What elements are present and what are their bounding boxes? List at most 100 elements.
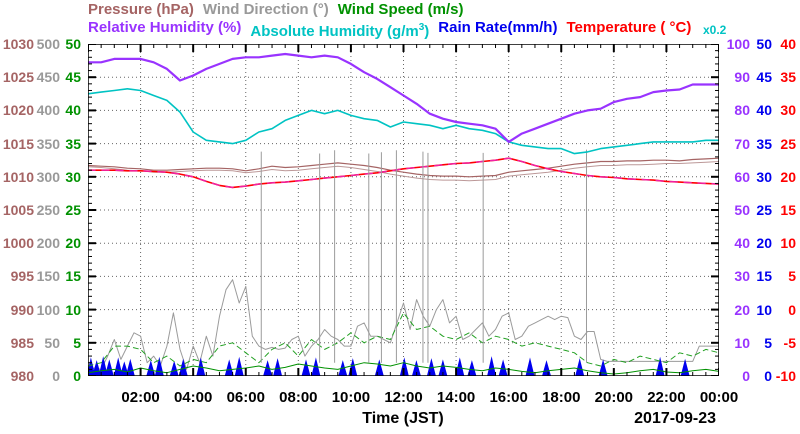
tick-label-rain_rate: 20 bbox=[756, 235, 772, 252]
tick-label-temperature: 5 bbox=[788, 268, 796, 285]
tick-label-rain_rate: 50 bbox=[756, 36, 772, 52]
tick-label-wind_speed: 45 bbox=[65, 69, 81, 86]
tick-label-relative_humidity: 70 bbox=[734, 135, 750, 152]
tick-label-temperature: 30 bbox=[780, 102, 796, 119]
tick-label-wind_direction: 250 bbox=[36, 202, 60, 218]
legend-item-wind-direction: Wind Direction (°) bbox=[202, 1, 329, 18]
tick-label-relative_humidity: 60 bbox=[734, 168, 750, 185]
x-tick-label: 06:00 bbox=[226, 389, 265, 406]
x-tick-label: 18:00 bbox=[542, 389, 581, 406]
tick-label-temperature: 40 bbox=[780, 36, 796, 52]
series-wind-direction bbox=[88, 279, 719, 372]
humidity-axis-multiplier-label: x0.2 bbox=[703, 23, 727, 37]
legend-item-relative-humidity: Relative Humidity (%) bbox=[88, 19, 242, 36]
tick-label-temperature: 10 bbox=[780, 235, 796, 252]
y-axis-labels-relative-humidity: 100 90 80 70 60 50 40 30 20 10 0 bbox=[723, 0, 750, 434]
tick-label-wind_direction: 500 bbox=[36, 36, 60, 52]
tick-label-pressure: 1015 bbox=[2, 135, 34, 152]
tick-label-rain_rate: 10 bbox=[756, 301, 772, 318]
tick-label-wind_direction: 350 bbox=[36, 135, 60, 152]
y-axis-labels-wind-direction: 500 450 400 350 300 250 200 150 100 50 0 bbox=[36, 0, 60, 434]
tick-label-wind_speed: 10 bbox=[65, 301, 81, 318]
x-tick-label: 08:00 bbox=[279, 389, 318, 406]
tick-label-wind_direction: 50 bbox=[44, 334, 60, 351]
legend-item-rain-rate: Rain Rate(mm/h) bbox=[438, 19, 558, 36]
tick-label-pressure: 1000 bbox=[2, 235, 34, 252]
tick-label-pressure: 980 bbox=[10, 368, 34, 384]
x-tick-label: 02:00 bbox=[121, 389, 160, 406]
x-tick-label: 12:00 bbox=[384, 389, 423, 406]
x-tick-label: 10:00 bbox=[331, 389, 371, 406]
tick-label-wind_direction: 0 bbox=[52, 368, 60, 384]
x-tick-label: 04:00 bbox=[173, 389, 213, 406]
tick-label-rain_rate: 30 bbox=[756, 168, 772, 185]
x-tick-label: 22:00 bbox=[647, 389, 686, 406]
tick-label-wind_speed: 50 bbox=[65, 36, 81, 52]
legend-item-temperature: Temperature ( °C) bbox=[566, 19, 692, 36]
y-axis-labels-rain-rate: 50 45 40 35 30 25 20 15 10 5 0 bbox=[753, 0, 772, 434]
tick-label-pressure: 1030 bbox=[2, 36, 34, 52]
series-pressure-secondary bbox=[88, 161, 719, 182]
tick-label-rain_rate: 35 bbox=[756, 135, 772, 152]
x-axis-title: Time (JST) bbox=[362, 410, 444, 427]
tick-label-wind_direction: 300 bbox=[36, 168, 60, 185]
tick-label-pressure: 1010 bbox=[2, 168, 34, 185]
series-rain-rate-spikes bbox=[88, 356, 690, 376]
tick-label-relative_humidity: 100 bbox=[726, 36, 750, 52]
x-tick-label: 14:00 bbox=[436, 389, 476, 406]
tick-label-relative_humidity: 80 bbox=[734, 102, 750, 119]
tick-label-wind_direction: 450 bbox=[36, 69, 60, 86]
tick-label-temperature: 25 bbox=[780, 135, 796, 152]
tick-label-relative_humidity: 20 bbox=[734, 301, 750, 318]
tick-label-relative_humidity: 50 bbox=[734, 202, 750, 218]
series-absolute-humidity bbox=[88, 87, 719, 155]
tick-label-pressure: 990 bbox=[10, 301, 34, 318]
legend-item-absolute-humidity: Absolute Humidity (g/m3) bbox=[250, 22, 430, 40]
tick-label-rain_rate: 0 bbox=[764, 368, 772, 384]
tick-label-relative_humidity: 0 bbox=[742, 368, 750, 384]
series-pressure bbox=[88, 157, 719, 178]
legend-row-2: Relative Humidity (%) Absolute Humidity (… bbox=[88, 20, 691, 40]
tick-label-rain_rate: 25 bbox=[756, 202, 772, 218]
tick-label-temperature: -10 bbox=[775, 368, 796, 384]
legend-item-pressure: Pressure (hPa) bbox=[88, 1, 194, 18]
series-relative-humidity bbox=[88, 52, 719, 144]
y-axis-labels-temperature: 40 35 30 25 20 15 10 5 0 -5 -10 bbox=[771, 0, 796, 434]
tick-label-temperature: 0 bbox=[788, 301, 796, 318]
tick-label-wind_direction: 100 bbox=[36, 301, 60, 318]
tick-label-temperature: 35 bbox=[780, 69, 796, 86]
legend-item-wind-speed: Wind Speed (m/s) bbox=[337, 1, 464, 18]
tick-label-rain_rate: 40 bbox=[756, 102, 772, 119]
tick-label-wind_direction: 400 bbox=[36, 102, 60, 119]
y-axis-labels-pressure: 1030 1025 1020 1015 1010 1005 1000 995 990 985 980 bbox=[0, 0, 34, 434]
tick-label-pressure: 985 bbox=[10, 334, 34, 351]
tick-label-pressure: 995 bbox=[10, 268, 34, 285]
tick-label-temperature: 20 bbox=[780, 168, 796, 185]
tick-label-wind_speed: 40 bbox=[65, 102, 81, 119]
x-tick-label: 16:00 bbox=[489, 389, 528, 406]
tick-label-relative_humidity: 40 bbox=[734, 235, 750, 252]
series-temperature-overlay bbox=[88, 157, 719, 189]
tick-label-wind_speed: 15 bbox=[65, 268, 81, 285]
tick-label-wind_speed: 25 bbox=[65, 202, 81, 218]
x-tick-label: 00:00 bbox=[699, 389, 739, 406]
date-label: 2017-09-23 bbox=[634, 410, 716, 427]
tick-label-pressure: 1005 bbox=[2, 202, 34, 218]
tick-label-temperature: 15 bbox=[780, 202, 796, 218]
tick-label-wind_speed: 5 bbox=[73, 334, 81, 351]
tick-label-wind_direction: 200 bbox=[36, 235, 60, 252]
tick-label-relative_humidity: 10 bbox=[734, 334, 750, 351]
tick-label-wind_speed: 30 bbox=[65, 168, 81, 185]
tick-label-wind_speed: 20 bbox=[65, 235, 81, 252]
tick-label-wind_direction: 150 bbox=[36, 268, 60, 285]
tick-label-relative_humidity: 90 bbox=[734, 69, 750, 86]
tick-label-rain_rate: 5 bbox=[764, 334, 772, 351]
tick-label-wind_speed: 35 bbox=[65, 135, 81, 152]
x-tick-label: 20:00 bbox=[594, 389, 634, 406]
tick-label-rain_rate: 15 bbox=[756, 268, 772, 285]
tick-label-wind_speed: 0 bbox=[73, 368, 81, 384]
tick-label-relative_humidity: 30 bbox=[734, 268, 750, 285]
tick-label-pressure: 1025 bbox=[2, 69, 34, 86]
tick-label-pressure: 1020 bbox=[2, 102, 34, 119]
